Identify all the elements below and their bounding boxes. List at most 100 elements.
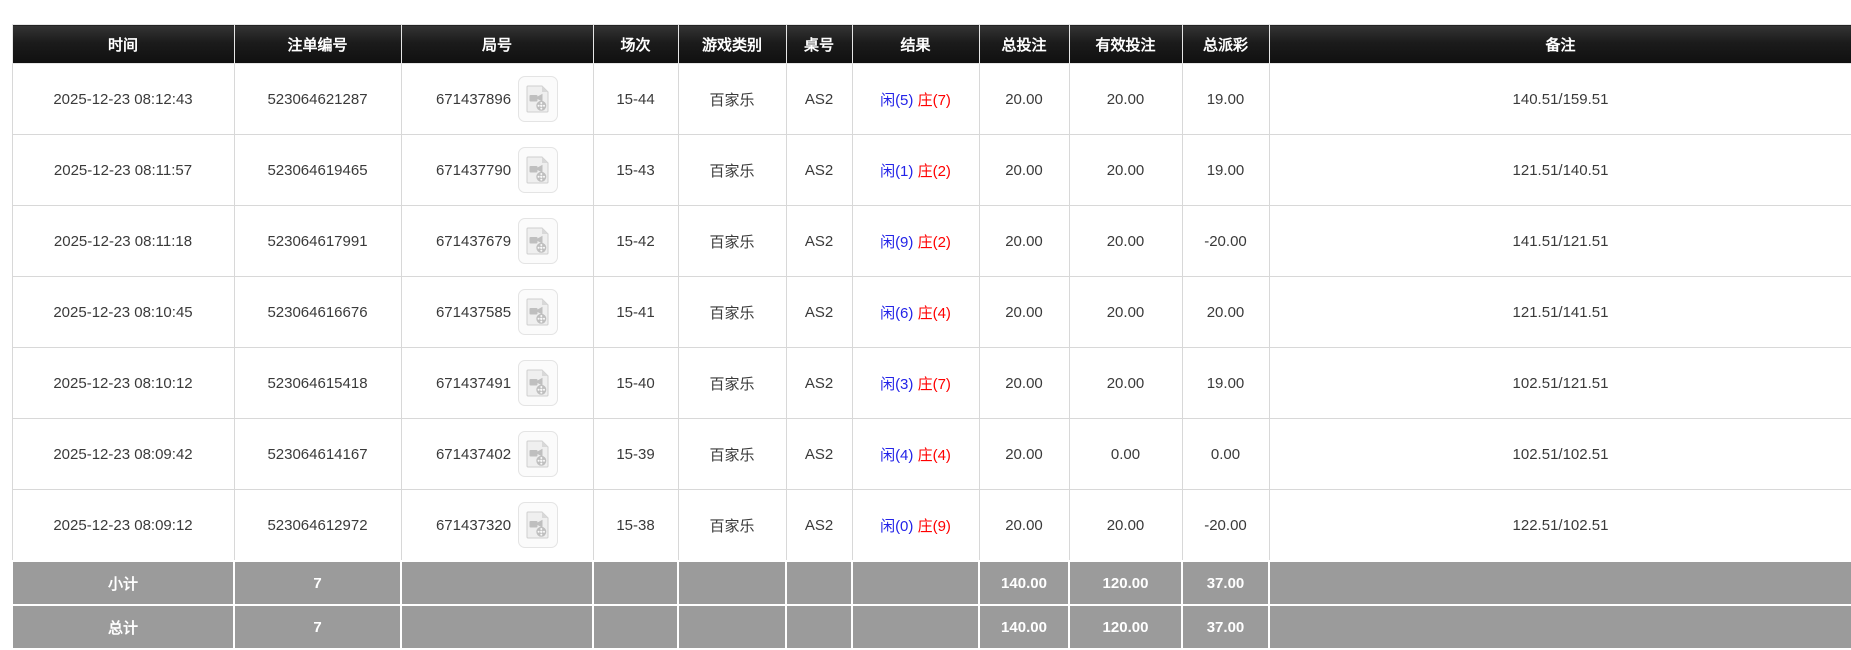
- bet-id-cell: 523064615418: [233, 347, 402, 419]
- total-bet-link[interactable]: 20.00: [978, 347, 1070, 419]
- summary-payout: 37.00: [1181, 560, 1270, 606]
- summary-row: 总计 7 140.00 120.00 37.00: [11, 604, 1851, 650]
- session-cell: 15-38: [592, 489, 679, 562]
- result-cell: 闲(1) 庄(2): [851, 134, 980, 206]
- total-bet-link[interactable]: 20.00: [978, 418, 1070, 490]
- remark-cell: 102.51/102.51: [1268, 418, 1851, 490]
- game-type-cell: 百家乐: [677, 205, 787, 277]
- table-row: 2025-12-23 08:10:45 523064616676 6714375…: [11, 276, 1851, 348]
- result-banker: 庄(4): [917, 304, 951, 322]
- result-banker: 庄(7): [917, 375, 951, 393]
- col-header-game-type: 游戏类别: [677, 24, 787, 64]
- total-bet-link[interactable]: 20.00: [978, 205, 1070, 277]
- bet-id-cell: 523064617991: [233, 205, 402, 277]
- game-type-cell: 百家乐: [677, 489, 787, 562]
- result-player: 闲(1): [880, 162, 914, 180]
- video-file-replay-icon: [526, 85, 549, 113]
- empty-cell: [851, 604, 980, 650]
- valid-bet-cell: 20.00: [1068, 63, 1183, 135]
- session-cell: 15-43: [592, 134, 679, 206]
- video-file-replay-icon: [526, 156, 549, 184]
- bet-id-cell: 523064619465: [233, 134, 402, 206]
- table-no-cell: AS2: [785, 134, 853, 206]
- result-player: 闲(9): [880, 233, 914, 251]
- remark-cell: 140.51/159.51: [1268, 63, 1851, 135]
- payout-cell: 19.00: [1181, 134, 1270, 206]
- video-replay-button[interactable]: [518, 502, 559, 548]
- col-header-total-bet: 总投注: [978, 24, 1070, 64]
- bet-id-cell: 523064616676: [233, 276, 402, 348]
- video-replay-button[interactable]: [518, 76, 559, 122]
- session-cell: 15-41: [592, 276, 679, 348]
- round-cell: 671437790: [400, 134, 594, 206]
- result-banker: 庄(7): [917, 91, 951, 109]
- time-cell: 2025-12-23 08:11:57: [11, 134, 235, 206]
- round-number: 671437790: [435, 161, 512, 179]
- col-header-time: 时间: [11, 24, 235, 64]
- summary-valid-bet: 120.00: [1068, 604, 1183, 650]
- session-cell: 15-40: [592, 347, 679, 419]
- result-player: 闲(5): [880, 91, 914, 109]
- video-replay-button[interactable]: [518, 147, 559, 193]
- round-cell: 671437679: [400, 205, 594, 277]
- result-player: 闲(3): [880, 375, 914, 393]
- total-bet-link[interactable]: 20.00: [978, 276, 1070, 348]
- empty-cell: [785, 560, 853, 606]
- bet-id-cell: 523064614167: [233, 418, 402, 490]
- total-bet-link[interactable]: 20.00: [978, 489, 1070, 562]
- video-file-replay-icon: [526, 511, 549, 539]
- empty-cell: [677, 560, 787, 606]
- video-replay-button[interactable]: [518, 360, 559, 406]
- time-cell: 2025-12-23 08:09:42: [11, 418, 235, 490]
- table-row: 2025-12-23 08:11:57 523064619465 6714377…: [11, 134, 1851, 206]
- valid-bet-cell: 20.00: [1068, 205, 1183, 277]
- table-no-cell: AS2: [785, 489, 853, 562]
- total-bet-link[interactable]: 20.00: [978, 63, 1070, 135]
- payout-cell: 0.00: [1181, 418, 1270, 490]
- table-no-cell: AS2: [785, 347, 853, 419]
- empty-cell: [592, 560, 679, 606]
- valid-bet-cell: 20.00: [1068, 134, 1183, 206]
- round-number: 671437896: [435, 90, 512, 108]
- result-cell: 闲(5) 庄(7): [851, 63, 980, 135]
- round-number: 671437679: [435, 232, 512, 250]
- result-banker: 庄(2): [917, 233, 951, 251]
- table-no-cell: AS2: [785, 205, 853, 277]
- time-cell: 2025-12-23 08:09:12: [11, 489, 235, 562]
- bet-id-cell: 523064612972: [233, 489, 402, 562]
- time-cell: 2025-12-23 08:12:43: [11, 63, 235, 135]
- payout-cell: -20.00: [1181, 489, 1270, 562]
- summary-count: 7: [233, 560, 402, 606]
- payout-cell: 20.00: [1181, 276, 1270, 348]
- result-banker: 庄(9): [917, 517, 951, 535]
- result-cell: 闲(0) 庄(9): [851, 489, 980, 562]
- table-row: 2025-12-23 08:12:43 523064621287 6714378…: [11, 63, 1851, 135]
- round-cell: 671437402: [400, 418, 594, 490]
- remark-cell: 121.51/141.51: [1268, 276, 1851, 348]
- summary-valid-bet: 120.00: [1068, 560, 1183, 606]
- video-replay-button[interactable]: [518, 289, 559, 335]
- round-cell: 671437491: [400, 347, 594, 419]
- valid-bet-cell: 20.00: [1068, 489, 1183, 562]
- col-header-bet-id: 注单编号: [233, 24, 402, 64]
- video-file-replay-icon: [526, 227, 549, 255]
- bet-records-panel: 时间 注单编号 局号 场次 游戏类别 桌号 结果 总投注 有效投注 总派彩 备注…: [11, 24, 1851, 650]
- result-player: 闲(0): [880, 517, 914, 535]
- remark-cell: 121.51/140.51: [1268, 134, 1851, 206]
- total-bet-link[interactable]: 20.00: [978, 134, 1070, 206]
- time-cell: 2025-12-23 08:10:12: [11, 347, 235, 419]
- video-replay-button[interactable]: [518, 218, 559, 264]
- table-no-cell: AS2: [785, 276, 853, 348]
- col-header-payout: 总派彩: [1181, 24, 1270, 64]
- payout-cell: 19.00: [1181, 347, 1270, 419]
- result-cell: 闲(6) 庄(4): [851, 276, 980, 348]
- result-banker: 庄(4): [917, 446, 951, 464]
- video-replay-button[interactable]: [518, 431, 559, 477]
- valid-bet-cell: 20.00: [1068, 347, 1183, 419]
- table-row: 2025-12-23 08:11:18 523064617991 6714376…: [11, 205, 1851, 277]
- result-cell: 闲(9) 庄(2): [851, 205, 980, 277]
- result-cell: 闲(3) 庄(7): [851, 347, 980, 419]
- time-cell: 2025-12-23 08:10:45: [11, 276, 235, 348]
- table-no-cell: AS2: [785, 418, 853, 490]
- round-cell: 671437320: [400, 489, 594, 562]
